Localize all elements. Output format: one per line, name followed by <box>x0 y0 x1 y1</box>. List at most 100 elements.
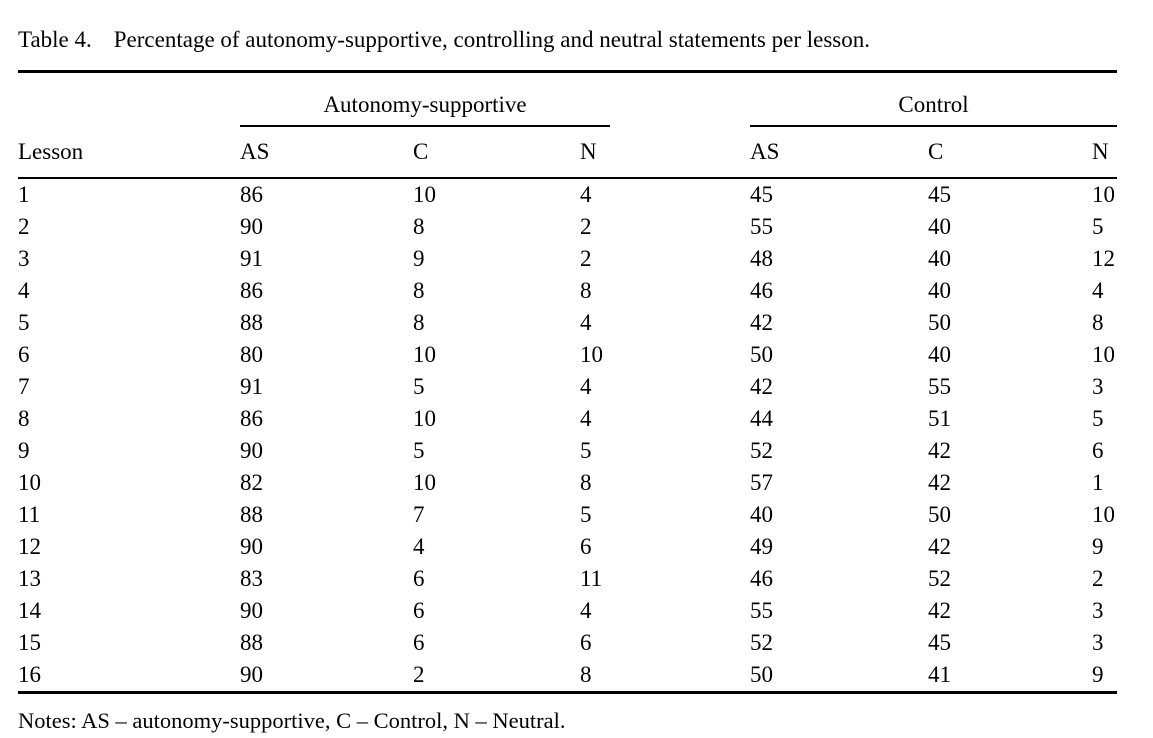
cell-as-autonomy: 91 <box>240 374 263 399</box>
cell-as-autonomy: 90 <box>240 598 263 623</box>
cell-n-control: 9 <box>1092 659 1118 694</box>
table-row: 6 80 10 10 50 40 10 <box>18 339 1117 371</box>
cell-as-control: 55 <box>750 598 774 623</box>
table-row: 3 91 9 2 48 40 12 <box>18 243 1117 275</box>
cell-as-autonomy: 86 <box>240 406 263 431</box>
cell-n-autonomy: 2 <box>580 246 592 271</box>
cell-n-control: 10 <box>1092 342 1116 367</box>
cell-lesson: 8 <box>18 406 30 431</box>
cell-n-control: 4 <box>1092 278 1104 303</box>
cell-lesson: 11 <box>18 502 41 527</box>
cell-n-autonomy: 4 <box>580 374 592 399</box>
table-row: 14 90 6 4 55 42 3 <box>18 595 1117 627</box>
cell-n-control: 1 <box>1092 470 1104 495</box>
cell-as-autonomy: 86 <box>240 278 263 303</box>
cell-lesson: 13 <box>18 566 41 591</box>
table-row: 15 88 6 6 52 45 3 <box>18 627 1117 659</box>
cell-c-autonomy: 8 <box>413 214 425 239</box>
cell-n-autonomy: 6 <box>580 534 592 559</box>
cell-c-control: 42 <box>928 470 952 495</box>
cell-lesson: 2 <box>18 214 30 239</box>
cell-as-control: 46 <box>750 278 774 303</box>
cell-lesson: 9 <box>18 438 30 463</box>
cell-lesson: 16 <box>18 659 240 694</box>
table-row: 16 90 2 8 50 41 9 <box>18 659 1118 694</box>
cell-as-control: 50 <box>750 659 929 694</box>
cell-lesson: 3 <box>18 246 30 271</box>
cell-n-autonomy: 4 <box>580 598 592 623</box>
cell-n-autonomy: 10 <box>580 342 603 367</box>
table-row: 1 86 10 4 45 45 10 <box>18 178 1117 211</box>
cell-as-control: 45 <box>750 182 774 207</box>
cell-n-autonomy: 8 <box>580 659 751 694</box>
cell-n-autonomy: 4 <box>580 310 592 335</box>
cell-c-autonomy: 9 <box>413 246 425 271</box>
group-header-row: Autonomy-supportive Control <box>18 72 1118 128</box>
cell-c-control: 51 <box>928 406 952 431</box>
column-header-lesson: Lesson <box>18 127 240 179</box>
cell-c-autonomy: 5 <box>413 438 425 463</box>
cell-c-control: 40 <box>928 214 952 239</box>
cell-n-autonomy: 5 <box>580 502 592 527</box>
cell-as-control: 55 <box>750 214 774 239</box>
cell-c-control: 45 <box>928 630 952 655</box>
cell-n-autonomy: 2 <box>580 214 592 239</box>
table-caption-label: Table 4. <box>18 27 92 52</box>
cell-c-control: 40 <box>928 342 952 367</box>
cell-n-control: 10 <box>1092 502 1116 527</box>
cell-as-autonomy: 83 <box>240 566 263 591</box>
cell-as-control: 42 <box>750 374 774 399</box>
table-row: 2 90 8 2 55 40 5 <box>18 211 1117 243</box>
page: Table 4. Percentage of autonomy-supportiv… <box>18 26 1118 733</box>
table-row: 12 90 4 6 49 42 9 <box>18 531 1117 563</box>
cell-lesson: 4 <box>18 278 30 303</box>
cell-n-control: 9 <box>1092 534 1104 559</box>
table-caption-text: Percentage of autonomy-supportive, contr… <box>113 27 871 52</box>
cell-c-control: 42 <box>928 534 952 559</box>
cell-c-autonomy: 8 <box>413 310 425 335</box>
table-row: 13 83 6 11 46 52 2 <box>18 563 1117 595</box>
column-header-row: Lesson AS C N AS C N <box>18 127 1118 179</box>
cell-lesson: 15 <box>18 630 41 655</box>
cell-c-control: 40 <box>928 278 952 303</box>
table-row: 8 86 10 4 44 51 5 <box>18 403 1117 435</box>
cell-c-autonomy: 6 <box>413 566 425 591</box>
cell-c-control: 42 <box>928 438 952 463</box>
group-header-spacer <box>18 72 240 128</box>
cell-c-control: 41 <box>928 659 1093 694</box>
cell-n-autonomy: 4 <box>580 406 592 431</box>
table-notes: Notes: AS – autonomy-supportive, C – Con… <box>18 708 566 733</box>
table-caption: Table 4. Percentage of autonomy-supportiv… <box>18 26 1117 53</box>
cell-n-autonomy: 11 <box>580 566 603 591</box>
cell-lesson: 14 <box>18 598 41 623</box>
cell-as-autonomy: 88 <box>240 502 263 527</box>
group-header-autonomy-supportive-label: Autonomy-supportive <box>240 93 611 127</box>
cell-as-autonomy: 90 <box>240 214 263 239</box>
cell-as-autonomy: 90 <box>240 534 263 559</box>
cell-c-autonomy: 4 <box>413 534 425 559</box>
cell-c-control: 42 <box>928 598 952 623</box>
cell-n-autonomy: 5 <box>580 438 592 463</box>
group-header-control: Control <box>750 72 1118 127</box>
cell-as-control: 52 <box>750 630 774 655</box>
cell-lesson: 12 <box>18 534 41 559</box>
cell-as-control: 42 <box>750 310 774 335</box>
column-header-c-autonomy: C <box>413 127 580 179</box>
cell-n-control: 6 <box>1092 438 1104 463</box>
cell-as-control: 40 <box>750 502 774 527</box>
cell-c-autonomy: 10 <box>413 342 436 367</box>
cell-as-autonomy: 90 <box>240 659 413 694</box>
cell-c-autonomy: 10 <box>413 470 436 495</box>
cell-n-autonomy: 8 <box>580 470 592 495</box>
cell-as-autonomy: 80 <box>240 342 263 367</box>
cell-c-control: 52 <box>928 566 952 591</box>
cell-as-autonomy: 90 <box>240 438 263 463</box>
cell-as-control: 46 <box>750 566 774 591</box>
column-header-as-autonomy: AS <box>240 127 413 179</box>
cell-as-autonomy: 82 <box>240 470 263 495</box>
cell-as-autonomy: 88 <box>240 630 263 655</box>
cell-as-autonomy: 91 <box>240 246 263 271</box>
column-header-n-control: N <box>1092 127 1118 179</box>
cell-c-control: 50 <box>928 502 952 527</box>
column-header-n-autonomy: N <box>580 127 751 179</box>
